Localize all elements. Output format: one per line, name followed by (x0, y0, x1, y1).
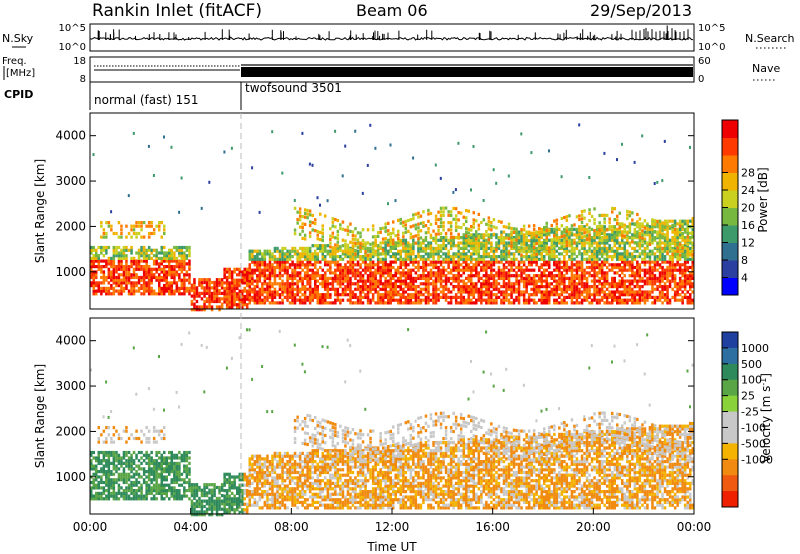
colorbar-tick-label: -1000 (741, 453, 773, 466)
colorbar-swatch (722, 277, 738, 296)
colorbar-swatch (722, 172, 738, 191)
range-tick-label: 4000 (55, 334, 86, 348)
freq-tick-top: 18 (73, 56, 86, 67)
colorbar-tick-label: 100 (741, 374, 762, 387)
colorbar-tick-label: 1000 (741, 342, 769, 355)
time-tick-label: 04:00 (173, 520, 208, 534)
colorbar-tick-label: -25 (741, 406, 759, 419)
range-tick-label: 3000 (55, 379, 86, 393)
colorbar-tick-label: 20 (741, 202, 755, 215)
time-tick-label: 00:00 (677, 520, 712, 534)
velocity-rti-data (90, 328, 694, 517)
n-sky-trace (89, 36, 694, 41)
colorbar-swatch (722, 260, 738, 278)
velocity-panel: 1000 2000 3000 4000 Slant Range [km] (33, 317, 695, 517)
power-ylabel: Slant Range [km] (33, 159, 47, 263)
range-tick-label: 2000 (55, 219, 86, 233)
time-tick-label: 00:00 (73, 520, 108, 534)
colorbar-tick-label: 8 (741, 254, 748, 267)
noise-tick-left-bottom: 10^0 (59, 42, 86, 53)
freq-unit: [MHz] (6, 68, 35, 79)
colorbar-tick-label: 4 (741, 272, 748, 285)
colorbar-tick-label: 25 (741, 390, 755, 403)
time-tick-label: 20:00 (576, 520, 611, 534)
cpid-mode-1: normal (fast) 151 (94, 93, 198, 107)
colorbar-swatch (722, 443, 738, 460)
colorbar-swatch (722, 155, 738, 173)
noise-panel: N.Sky 10^5 10^0 10^5 10^0 N.Search (2, 23, 795, 53)
noise-tick-right-bottom: 10^0 (698, 42, 725, 53)
colorbar-swatch (722, 225, 738, 243)
n-sky-label: N.Sky (2, 32, 34, 45)
velocity-colorbar: 1000 500 100 25 -25 -100 -500 -1000 (721, 331, 773, 508)
colorbar-tick-label: 16 (741, 219, 755, 232)
colorbar-swatch (722, 411, 738, 428)
cpid-label: CPID (4, 88, 33, 101)
colorbar-swatch (722, 475, 738, 492)
freq-label: Freq. (2, 56, 27, 67)
colorbar-swatch (722, 491, 738, 508)
noise-tick-right-top: 10^5 (698, 23, 725, 34)
n-search-label: N.Search (745, 32, 795, 45)
colorbar-swatch (722, 332, 738, 349)
colorbar-swatch (722, 379, 738, 397)
noise-tick-left-top: 10^5 (59, 23, 86, 34)
power-colorbar: 4 8 12 16 20 24 28 (721, 119, 755, 296)
velocity-colorbar-label: Velocity [m s-1] (759, 373, 773, 463)
power-colorbar-label: Power [dB] (756, 167, 770, 232)
time-axis: 00:00 04:00 08:00 12:00 16:00 20:00 00:00 (73, 508, 712, 534)
date-title: 29/Sep/2013 (590, 1, 692, 20)
power-y-axis: 1000 2000 3000 4000 (55, 129, 694, 279)
range-tick-label: 1000 (55, 470, 86, 484)
freq-tick-bottom: 8 (80, 74, 86, 85)
time-tick-label: 08:00 (274, 520, 309, 534)
power-panel: 1000 2000 3000 4000 Slant Range [km] (33, 112, 695, 312)
time-tick-label: 16:00 (475, 520, 510, 534)
colorbar-swatch (722, 427, 738, 444)
colorbar-tick-label: -100 (741, 421, 766, 434)
colorbar-swatch (722, 459, 738, 476)
colorbar-tick-label: 12 (741, 237, 755, 250)
n-search-spikes (97, 25, 689, 40)
range-tick-label: 2000 (55, 424, 86, 438)
colorbar-swatch (722, 242, 738, 261)
velocity-ylabel: Slant Range [km] (33, 364, 47, 468)
velocity-y-axis: 1000 2000 3000 4000 (55, 334, 694, 484)
colorbar-tick-label: -500 (741, 437, 766, 450)
colorbar-swatch (722, 395, 738, 413)
colorbar-swatch (722, 363, 738, 381)
nave-label: Nave (752, 62, 780, 75)
cpid-mode-2: twofsound 3501 (245, 81, 342, 95)
power-rti-data (90, 123, 694, 312)
colorbar-swatch (722, 190, 738, 208)
colorbar-swatch (722, 207, 738, 226)
range-tick-label: 3000 (55, 174, 86, 188)
freq-panel: Freq. [MHz] 18 8 60 0 Nave (2, 56, 780, 85)
colorbar-tick-label: 24 (741, 184, 755, 197)
range-tick-label: 4000 (55, 129, 86, 143)
time-axis-label: Time UT (366, 540, 417, 554)
beam-title: Beam 06 (356, 1, 428, 20)
colorbar-swatch (722, 120, 738, 138)
time-tick-label: 12:00 (375, 520, 410, 534)
colorbar-swatch (722, 137, 738, 156)
colorbar-tick-label: 28 (741, 167, 755, 180)
station-title: Rankin Inlet (fitACF) (92, 1, 262, 21)
range-tick-label: 1000 (55, 265, 86, 279)
nave-tick-bottom: 0 (698, 74, 704, 85)
colorbar-swatch (722, 347, 738, 365)
colorbar-tick-label: 500 (741, 358, 762, 371)
nave-tick-top: 60 (698, 56, 711, 67)
cpid-panel: CPID normal (fast) 151 twofsound 3501 (4, 81, 342, 110)
